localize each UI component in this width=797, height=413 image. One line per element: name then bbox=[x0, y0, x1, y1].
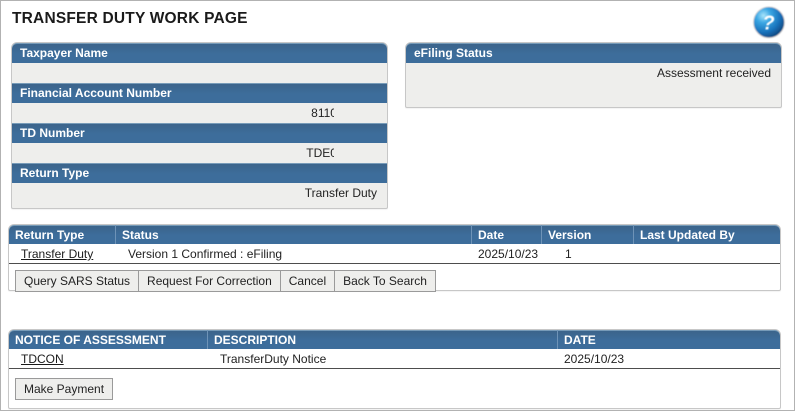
svg-text:?: ? bbox=[762, 13, 774, 35]
